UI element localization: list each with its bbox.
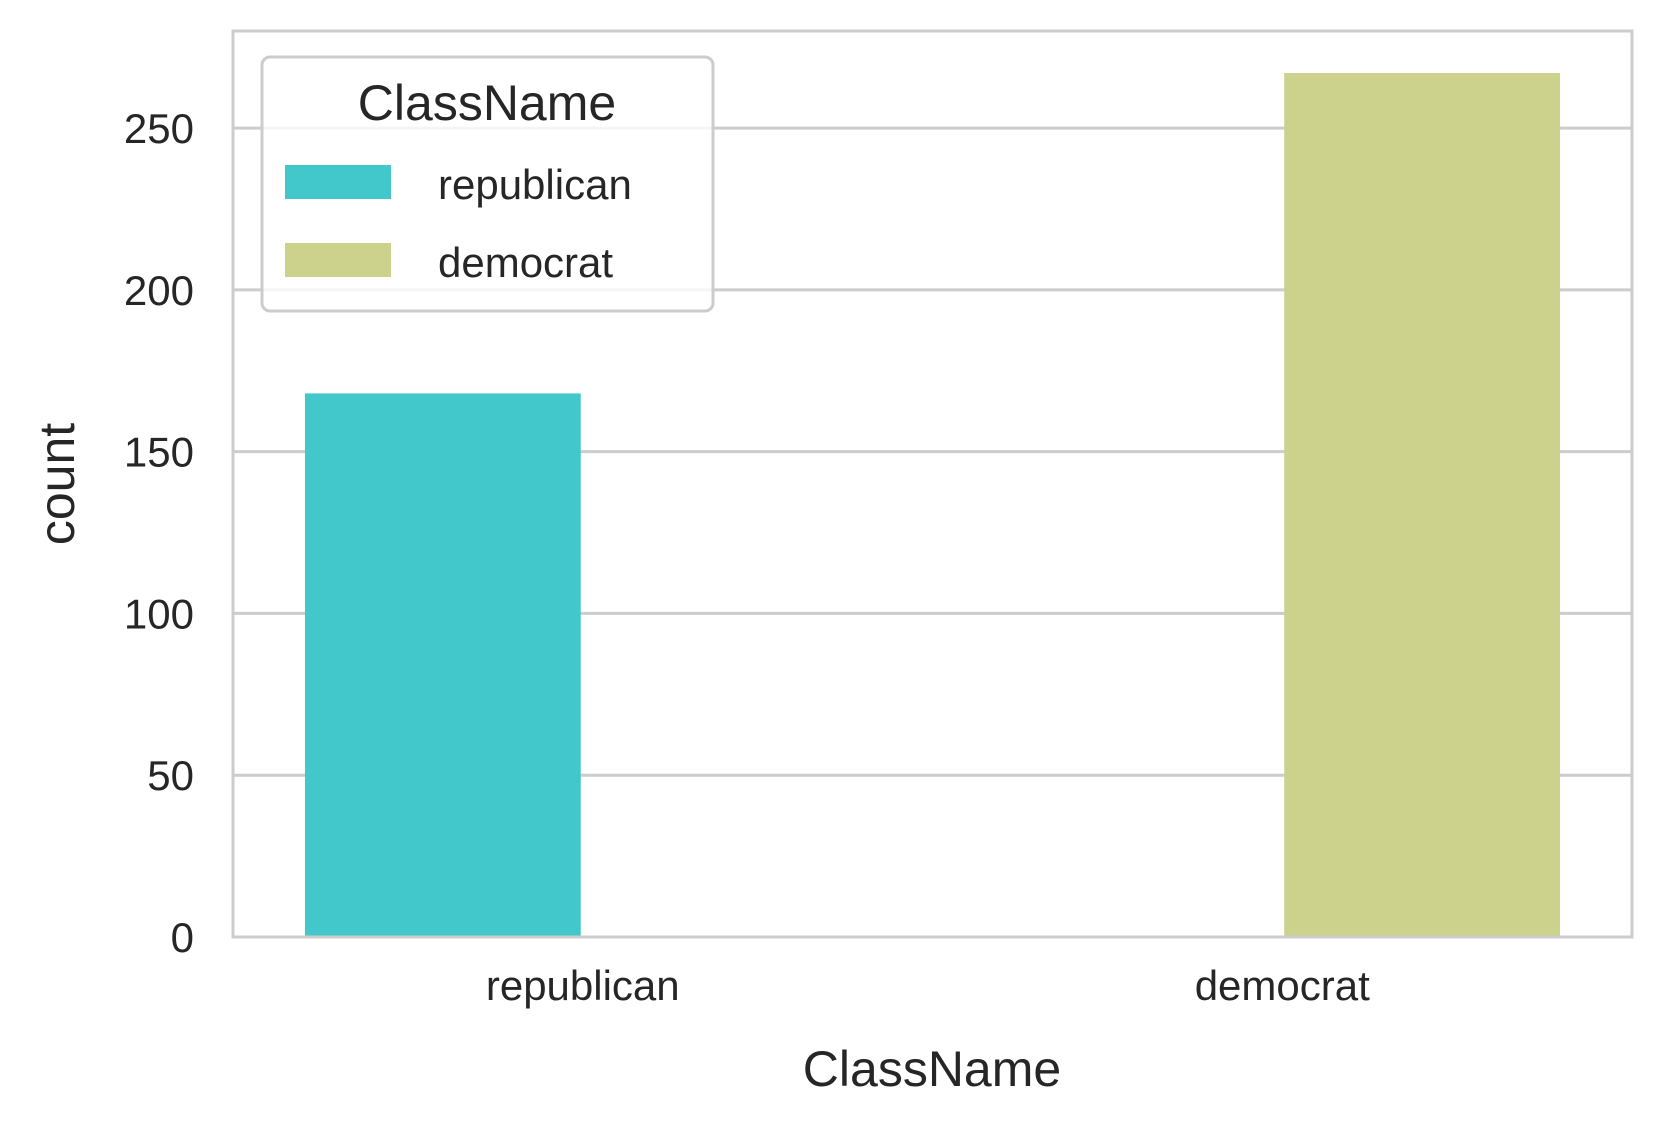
plot-frame xyxy=(231,29,1634,939)
x-tick-label: republican xyxy=(486,962,680,1009)
legend-swatch-republican xyxy=(285,165,391,199)
y-tick-label: 200 xyxy=(124,267,194,314)
x-axis-label: ClassName xyxy=(803,1041,1061,1097)
y-tick-label: 100 xyxy=(124,590,194,637)
y-tick-label: 0 xyxy=(171,914,194,961)
bars xyxy=(304,73,1561,938)
bar-republican xyxy=(304,393,581,937)
legend-title: ClassName xyxy=(358,75,616,131)
legend-swatch-democrat xyxy=(285,243,391,277)
legend-label-republican: republican xyxy=(438,161,632,208)
bar-democrat xyxy=(1284,73,1561,938)
y-tick-label: 50 xyxy=(147,752,194,799)
y-tick-label: 250 xyxy=(124,105,194,152)
legend: ClassName republican democrat xyxy=(260,55,715,313)
legend-label-democrat: democrat xyxy=(438,239,613,286)
y-tick-labels: 0 50 100 150 200 250 xyxy=(124,105,194,961)
x-tick-labels: republican democrat xyxy=(486,962,1370,1009)
x-tick-label: democrat xyxy=(1195,962,1370,1009)
y-tick-label: 150 xyxy=(124,429,194,476)
y-axis-label: count xyxy=(29,423,85,545)
